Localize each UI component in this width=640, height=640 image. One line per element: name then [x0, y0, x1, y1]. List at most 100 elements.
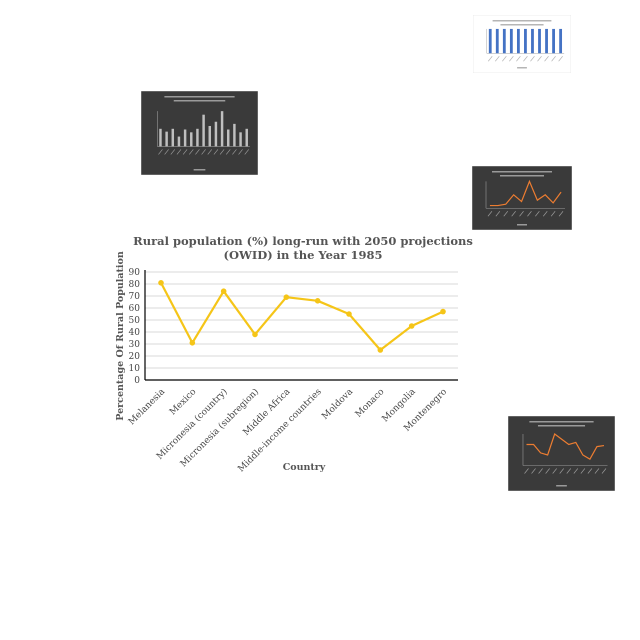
thumbnail-tick-mark: [158, 149, 163, 155]
y-tick-label: 10: [129, 364, 141, 374]
x-tick-label: Moldova: [320, 387, 355, 422]
y-axis-label: Percentage Of Rural Population: [115, 251, 126, 421]
thumbnail-title-mark: [529, 421, 594, 423]
thumbnail-bar: [559, 28, 563, 54]
x-tick-label: Melanesia: [127, 387, 168, 428]
thumbnail-tick-mark: [244, 149, 250, 155]
thumbnail-bar: [233, 123, 236, 147]
thumbnail-tick-mark: [573, 468, 579, 474]
x-axis-label: Country: [283, 462, 326, 473]
thumbnail-tick-mark: [182, 149, 188, 155]
thumbnail-line: [489, 179, 562, 207]
thumbnail-title-mark: [164, 96, 235, 98]
thumbnail-tick-mark: [594, 468, 600, 474]
thumbnail-tick-mark: [566, 468, 572, 474]
thumbnail-tick-mark: [550, 211, 556, 217]
chart-title-line1: Rural population (%) long-run with 2050 …: [133, 234, 473, 248]
chart-title-line2: (OWID) in the Year 1985: [224, 248, 383, 262]
thumbnail-bar: [552, 28, 555, 54]
thumbnail-bar: [183, 129, 187, 147]
thumbnail-bar: [502, 28, 506, 54]
y-tick-label: 70: [129, 292, 141, 302]
y-tick-labels: 0 10 20 30 40 50 60 70 80 90: [129, 268, 141, 386]
y-tick-label: 40: [129, 328, 141, 338]
data-point: [158, 280, 164, 286]
series-polyline: [160, 282, 444, 352]
thumbnail-tick-mark: [537, 56, 542, 62]
grid-lines: [145, 271, 458, 369]
thumbnail-tick-mark: [195, 149, 200, 155]
data-point: [314, 298, 321, 304]
thumbnail-xlabel-mark: [556, 485, 567, 487]
thumbnail-tick-mark: [551, 56, 556, 62]
thumbnail-title-mark: [173, 100, 226, 102]
thumbnail-tick-mark: [201, 149, 206, 155]
thumbnail-bar: [159, 128, 162, 147]
data-point: [346, 311, 352, 317]
thumbnail-bar: [245, 128, 248, 147]
data-point: [283, 294, 290, 301]
thumbnail-bar: [208, 125, 211, 147]
thumbnail-tick-mark: [164, 149, 169, 155]
thumbnail-bar: [214, 121, 218, 147]
thumbnail-tick-mark: [495, 56, 500, 62]
y-tick-label: 20: [129, 352, 141, 362]
thumbnail-bar: [531, 28, 534, 54]
thumbnail-tick-mark: [502, 56, 507, 62]
data-point: [408, 323, 415, 329]
thumbnail-tick-mark: [519, 211, 524, 217]
thumbnail-tick-mark: [238, 149, 243, 155]
thumbnail-tick-mark: [487, 211, 493, 217]
thumbnail-bar: [227, 129, 230, 147]
data-point: [220, 288, 227, 295]
thumbnail-tick-mark: [207, 149, 213, 155]
thumbnail-bar: [239, 132, 242, 147]
thumbnail-tick-mark: [558, 211, 564, 217]
axes: [144, 270, 458, 381]
thumbnail-tick-mark: [527, 211, 532, 217]
thumbnail-tick-mark: [516, 56, 521, 62]
thumbnail-title-mark: [500, 175, 544, 177]
thumbnail-tick-mark: [580, 468, 586, 474]
thumbnail-title-mark: [537, 425, 586, 427]
thumbnail-xlabel-mark: [193, 169, 206, 171]
thumbnail-bar: [488, 28, 492, 54]
thumbnail-xlabel-mark: [517, 67, 527, 69]
thumbnail-tick-mark: [232, 149, 237, 155]
thumbnail-title-mark: [500, 24, 544, 26]
thumbnail-tick-mark: [511, 211, 516, 217]
y-tick-label: 50: [129, 316, 141, 326]
business-enterprise-line-thumbnail: [472, 166, 572, 230]
thumbnail-title-mark: [492, 20, 552, 22]
y-tick-label: 0: [134, 376, 140, 386]
thumbnail-tick-mark: [538, 468, 543, 474]
thumbnail-bar: [165, 131, 168, 147]
thumbnail-bar: [177, 136, 181, 147]
air-quality-line-thumbnail: [508, 416, 615, 491]
thumbnail-bar: [516, 28, 520, 54]
thumbnail-tick-mark: [170, 149, 176, 155]
thumbnail-title-mark: [492, 171, 552, 173]
thumbnail-tick-mark: [503, 211, 509, 217]
y-tick-label: 60: [129, 304, 141, 314]
thumbnail-tick-mark: [213, 149, 219, 155]
x-tick-label: Mexico: [168, 387, 198, 417]
y-tick-label: 90: [129, 268, 141, 278]
data-point: [377, 347, 384, 353]
thumbnail-xlabel-mark: [517, 224, 527, 226]
air-quality-bar-thumbnail: [141, 91, 258, 175]
thumbnail-bar: [495, 28, 499, 54]
thumbnail-background: [472, 166, 572, 230]
thumbnail-bar: [545, 28, 548, 54]
thumbnail-tick-mark: [587, 468, 593, 474]
y-tick-label: 80: [129, 280, 141, 290]
urban-population-thumbnail: [473, 15, 571, 73]
thumbnail-bar: [171, 128, 175, 147]
thumbnail-tick-mark: [545, 468, 550, 474]
thumbnail-line: [526, 433, 605, 461]
thumbnail-tick-mark: [552, 468, 557, 474]
series-line: [158, 280, 446, 353]
thumbnail-tick-mark: [524, 468, 529, 474]
thumbnail-bar: [509, 28, 513, 54]
